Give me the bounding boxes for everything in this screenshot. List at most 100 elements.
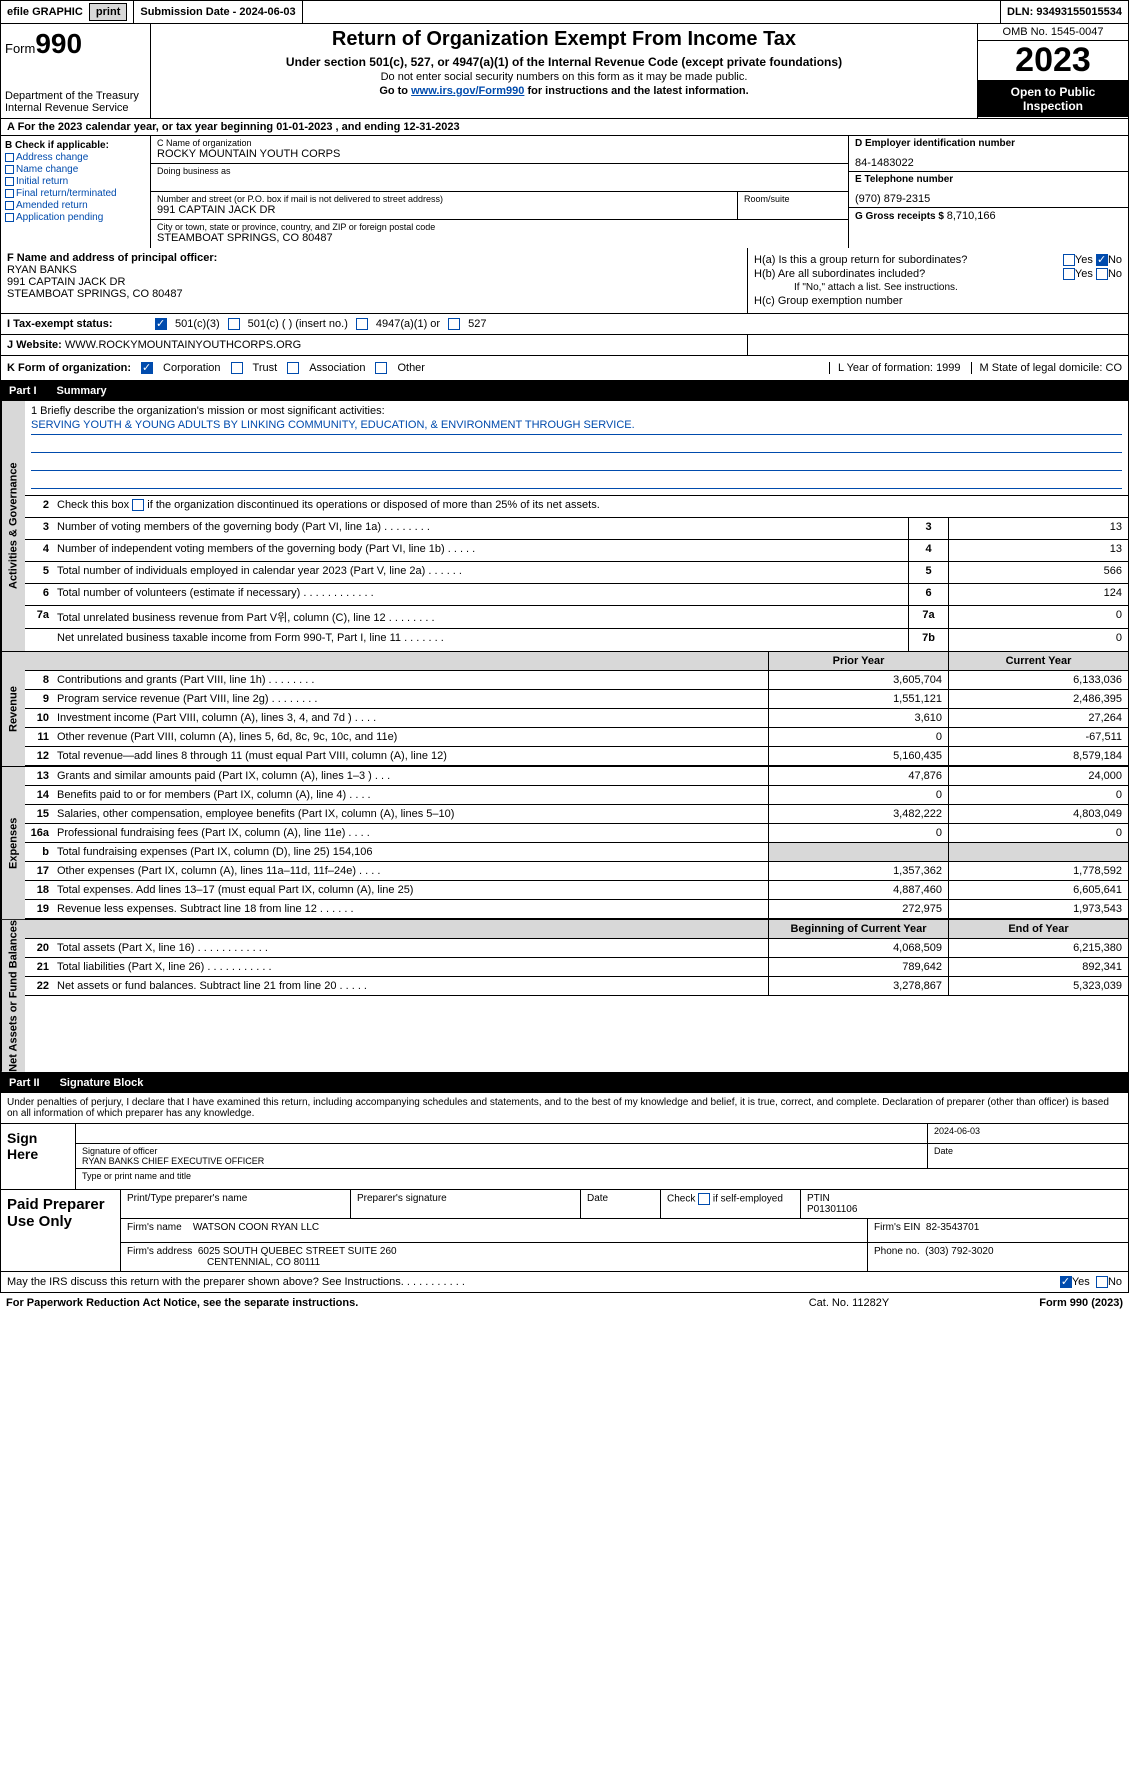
chk-amended-return[interactable]: Amended return (5, 200, 146, 211)
sign-here-label: Sign Here (1, 1124, 76, 1189)
opt-other: Other (397, 362, 425, 374)
chk-final-return[interactable]: Final return/terminated (5, 188, 146, 199)
city-label: City or town, state or province, country… (157, 222, 842, 232)
row-text: Other revenue (Part VIII, column (A), li… (53, 728, 768, 746)
checkbox-icon[interactable] (1096, 1276, 1108, 1288)
prior-year-val: 1,551,121 (768, 690, 948, 708)
part1-expenses: Expenses 13 Grants and similar amounts p… (0, 767, 1129, 920)
form-prefix: Form (5, 41, 35, 56)
website-cell: J Website: WWW.ROCKYMOUNTAINYOUTHCORPS.O… (1, 335, 748, 355)
opt-527: 527 (468, 318, 486, 330)
row-text: Total expenses. Add lines 13–17 (must eq… (53, 881, 768, 899)
opt-501c: 501(c) ( ) (insert no.) (248, 318, 348, 330)
checkbox-icon[interactable] (1063, 254, 1075, 266)
prior-year-val: 3,605,704 (768, 671, 948, 689)
checkbox-icon[interactable] (1096, 268, 1108, 280)
sig-name: RYAN BANKS CHIEF EXECUTIVE OFFICER (82, 1156, 921, 1166)
row-num (25, 629, 53, 651)
row-ans-label: 3 (908, 518, 948, 539)
rev-col-hdr: Prior Year Current Year (25, 652, 1128, 671)
efile-text: efile GRAPHIC (7, 6, 83, 18)
firm-addr-cell: Firm's address 6025 SOUTH QUEBEC STREET … (121, 1243, 868, 1271)
row-text: Total assets (Part X, line 16) . . . . .… (53, 939, 768, 957)
sd-label: M State of legal domicile: (980, 362, 1103, 374)
irs-link[interactable]: www.irs.gov/Form990 (411, 85, 524, 97)
row-num: 9 (25, 690, 53, 708)
print-button[interactable]: print (89, 3, 127, 21)
checkbox-icon[interactable] (448, 318, 460, 330)
fr-form: 990 (1070, 1297, 1088, 1309)
no-label: No (1108, 268, 1122, 280)
sig-officer-label: Signature of officer RYAN BANKS CHIEF EX… (76, 1144, 928, 1168)
signature-block: Sign Here 2024-06-03 Signature of office… (0, 1123, 1129, 1190)
checkbox-icon[interactable] (287, 362, 299, 374)
row-text: Benefits paid to or for members (Part IX… (53, 786, 768, 804)
topbar-spacer (303, 1, 1001, 23)
row-ans-val: 0 (948, 606, 1128, 628)
chk-address-change[interactable]: Address change (5, 152, 146, 163)
row-ans-val: 566 (948, 562, 1128, 583)
current-year-val: 6,605,641 (948, 881, 1128, 899)
chk-name-change[interactable]: Name change (5, 164, 146, 175)
expense-row: 17 Other expenses (Part IX, column (A), … (25, 862, 1128, 881)
prior-year-val: 5,160,435 (768, 747, 948, 765)
checkbox-checked-icon[interactable] (155, 318, 167, 330)
opt-501c3: 501(c)(3) (175, 318, 220, 330)
officer-name: RYAN BANKS (7, 264, 741, 276)
sig-label2: Type or print name and title (76, 1169, 1128, 1189)
end-year-val: 6,215,380 (948, 939, 1128, 957)
ein-val: 84-1483022 (855, 157, 1122, 169)
checkbox-checked-icon[interactable] (1096, 254, 1108, 266)
vtab-expenses: Expenses (1, 767, 25, 919)
chk-application-pending[interactable]: Application pending (5, 212, 146, 223)
current-year-val: 8,579,184 (948, 747, 1128, 765)
addr-label: Number and street (or P.O. box if mail i… (157, 194, 731, 204)
form-subtitle-3: Go to www.irs.gov/Form990 for instructio… (159, 85, 969, 97)
checkbox-icon[interactable] (1063, 268, 1075, 280)
chk-label: Initial return (16, 176, 68, 187)
current-year-val: -67,511 (948, 728, 1128, 746)
firm-ein-cell: Firm's EIN 82-3543701 (868, 1219, 1128, 1242)
part1-revenue: Revenue Prior Year Current Year 8 Contri… (0, 652, 1129, 767)
row-text: Salaries, other compensation, employee b… (53, 805, 768, 823)
checkbox-icon[interactable] (228, 318, 240, 330)
box-f-label: F Name and address of principal officer: (7, 252, 741, 264)
checkbox-checked-icon[interactable] (1060, 1276, 1072, 1288)
phone-label: E Telephone number (855, 174, 1122, 185)
yf-label: L Year of formation: (838, 362, 933, 374)
checkbox-icon[interactable] (231, 362, 243, 374)
row-num: 22 (25, 977, 53, 995)
chk-initial-return[interactable]: Initial return (5, 176, 146, 187)
prior-year-val: 1,357,362 (768, 862, 948, 880)
part1-netassets: Net Assets or Fund Balances Beginning of… (0, 920, 1129, 1073)
row-num: 6 (25, 584, 53, 605)
firm-name-val: WATSON COON RYAN LLC (193, 1222, 319, 1233)
expense-rows: 13 Grants and similar amounts paid (Part… (25, 767, 1128, 919)
checkbox-icon[interactable] (698, 1193, 710, 1205)
chk-label: Amended return (16, 200, 88, 211)
prior-year-val: 4,887,460 (768, 881, 948, 899)
perjury-declaration: Under penalties of perjury, I declare th… (0, 1093, 1129, 1123)
netasset-row: 20 Total assets (Part X, line 16) . . . … (25, 939, 1128, 958)
goto-pre: Go to (379, 85, 411, 97)
yes-label: Yes (1072, 1276, 1090, 1288)
room-suite: Room/suite (738, 192, 848, 219)
checkbox-icon[interactable] (132, 499, 144, 511)
q2-row: 2 Check this box if the organization dis… (25, 496, 1128, 518)
firm-addr2: CENTENNIAL, CO 80111 (207, 1257, 320, 1268)
q1-val: SERVING YOUTH & YOUNG ADULTS BY LINKING … (31, 419, 1122, 435)
checkbox-checked-icon[interactable] (141, 362, 153, 374)
prior-year-val: 47,876 (768, 767, 948, 785)
current-year-val: 27,264 (948, 709, 1128, 727)
row-num: 13 (25, 767, 53, 785)
form-990: 990 (35, 28, 82, 59)
officer-addr1: 991 CAPTAIN JACK DR (7, 276, 741, 288)
prep-name-label: Print/Type preparer's name (121, 1190, 351, 1218)
q1-blank3 (31, 473, 1122, 489)
summary-row: 5 Total number of individuals employed i… (25, 562, 1128, 584)
chk-label: Address change (16, 152, 88, 163)
checkbox-icon[interactable] (356, 318, 368, 330)
row-ans-label: 7a (908, 606, 948, 628)
city-field: City or town, state or province, country… (151, 220, 848, 248)
checkbox-icon[interactable] (375, 362, 387, 374)
